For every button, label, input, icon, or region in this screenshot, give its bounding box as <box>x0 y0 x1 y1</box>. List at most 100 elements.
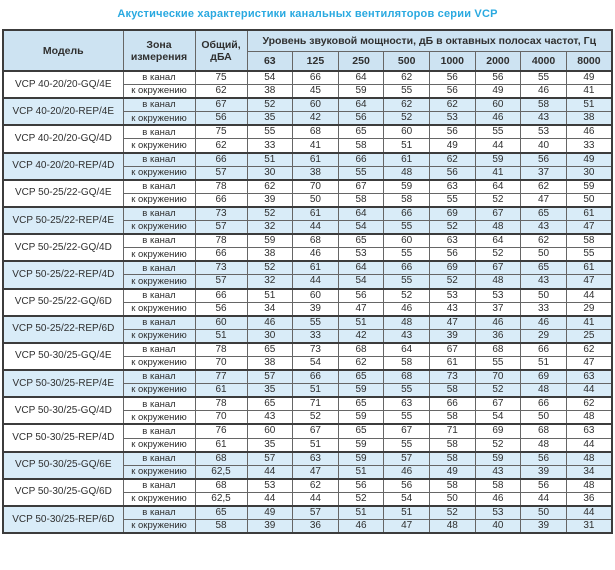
sound-level-cell: 33 <box>520 301 567 317</box>
sound-level-cell: 55 <box>383 220 430 235</box>
sound-level-cell: 38 <box>246 84 294 99</box>
sound-level-cell: 43 <box>246 410 294 425</box>
sound-level-cell: 68 <box>474 341 522 357</box>
table-row: VCP 50-25/22-REP/6D в канал 60 46 55 51 48 47 46… <box>2 314 613 344</box>
sound-level-cell: 55 <box>383 274 430 289</box>
sound-level-cell: 52 <box>383 287 430 303</box>
table-row: к окружению 70 43 52 59 55 58 54 50 48 <box>3 410 613 425</box>
measurement-zone-cell: к окружению <box>122 301 196 317</box>
sound-level-cell: 46 <box>337 519 385 534</box>
sound-level-cell: 66 <box>292 369 339 385</box>
sound-level-cell: 48 <box>520 383 567 398</box>
sound-level-cell: 63 <box>429 233 476 249</box>
sound-level-cell: 71 <box>292 396 339 412</box>
total-dba-cell: 73 <box>194 260 248 276</box>
sound-level-cell: 52 <box>429 220 476 235</box>
total-dba-cell: 75 <box>194 70 248 86</box>
sound-level-cell: 68 <box>520 423 567 439</box>
sound-level-cell: 33 <box>565 138 613 154</box>
model-cell: VCP 50-30/25-GQ/6D <box>2 477 124 507</box>
sound-level-cell: 50 <box>520 247 567 262</box>
table-row: VCP 40-20/20-REP/4E в канал 67 52 60 64 62 62 60… <box>2 97 613 126</box>
sound-level-cell: 46 <box>474 314 522 330</box>
sound-level-cell: 42 <box>292 111 339 126</box>
sound-level-cell: 62 <box>565 396 613 412</box>
table-row: к окружению 57 32 44 54 55 52 48 43 47 <box>3 220 613 235</box>
sound-level-cell: 65 <box>246 341 294 357</box>
sound-level-cell: 48 <box>383 314 430 330</box>
sound-level-cell: 46 <box>520 314 567 330</box>
sound-level-cell: 52 <box>474 247 522 262</box>
table-header: Модель Зона измерения Общий, дБА Уровень… <box>2 29 613 72</box>
sound-level-cell: 58 <box>337 138 385 154</box>
sound-level-cell: 68 <box>383 369 430 385</box>
sound-level-cell: 58 <box>429 437 476 453</box>
sound-level-cell: 58 <box>520 97 567 113</box>
table-row: VCP 50-25/22-GQ/4D в канал 78 59 68 65 60 63 64 6… <box>2 233 613 262</box>
col-header-spl-title: Уровень звуковой мощности, дБ в октавных… <box>246 29 613 52</box>
sound-level-cell: 47 <box>292 464 339 480</box>
sound-level-cell: 43 <box>520 111 567 126</box>
sound-level-cell: 53 <box>429 111 476 126</box>
sound-level-cell: 69 <box>520 369 567 385</box>
sound-level-cell: 58 <box>429 450 476 466</box>
sound-level-cell: 58 <box>383 355 430 371</box>
measurement-zone-cell: к окружению <box>122 437 196 453</box>
sound-level-cell: 46 <box>474 111 522 126</box>
model-cell: VCP 50-30/25-REP/4E <box>2 369 124 398</box>
total-dba-cell: 76 <box>194 423 248 439</box>
total-dba-cell: 78 <box>194 178 248 194</box>
sound-level-cell: 39 <box>520 464 567 480</box>
sound-level-cell: 58 <box>383 192 430 208</box>
sound-level-cell: 39 <box>246 519 294 534</box>
sound-level-cell: 31 <box>565 519 613 534</box>
sound-level-cell: 38 <box>246 355 294 371</box>
sound-level-cell: 56 <box>383 477 430 493</box>
total-dba-cell: 58 <box>194 519 248 534</box>
sound-level-cell: 59 <box>474 151 522 167</box>
measurement-zone-cell: к окружению <box>122 274 196 289</box>
total-dba-cell: 70 <box>194 355 248 371</box>
sound-level-cell: 66 <box>337 151 385 167</box>
measurement-zone-cell: к окружению <box>122 220 196 235</box>
sound-level-cell: 61 <box>292 151 339 167</box>
table-row: к окружению 62,5 44 44 52 54 50 46 44 36 <box>3 491 613 507</box>
sound-level-cell: 53 <box>520 124 567 140</box>
sound-level-cell: 56 <box>337 111 385 126</box>
sound-level-cell: 66 <box>429 396 476 412</box>
sound-level-cell: 35 <box>246 383 294 398</box>
sound-level-cell: 59 <box>246 233 294 249</box>
sound-level-cell: 29 <box>520 328 567 344</box>
measurement-zone-cell: к окружению <box>122 328 196 344</box>
sound-level-cell: 36 <box>565 491 613 507</box>
sound-level-cell: 49 <box>474 84 522 99</box>
model-cell: VCP 50-25/22-GQ/4E <box>2 178 124 208</box>
sound-level-cell: 53 <box>474 287 522 303</box>
sound-level-cell: 36 <box>292 519 339 534</box>
sound-level-cell: 47 <box>565 355 613 371</box>
total-dba-cell: 70 <box>194 410 248 425</box>
sound-level-cell: 53 <box>337 247 385 262</box>
total-dba-cell: 65 <box>194 505 248 521</box>
sound-level-cell: 51 <box>337 464 385 480</box>
sound-level-cell: 52 <box>246 97 294 113</box>
sound-level-cell: 52 <box>474 383 522 398</box>
sound-level-cell: 73 <box>292 341 339 357</box>
sound-level-cell: 46 <box>520 84 567 99</box>
sound-level-cell: 25 <box>565 328 613 344</box>
sound-level-cell: 50 <box>565 192 613 208</box>
sound-level-cell: 51 <box>383 505 430 521</box>
sound-level-cell: 43 <box>429 301 476 317</box>
total-dba-cell: 68 <box>194 477 248 493</box>
total-dba-cell: 56 <box>194 301 248 317</box>
total-dba-cell: 61 <box>194 437 248 453</box>
table-row: VCP 50-25/22-REP/4E в канал 73 52 61 64 66 69 67… <box>2 205 613 235</box>
total-dba-cell: 77 <box>194 369 248 385</box>
measurement-zone-cell: в канал <box>122 423 196 439</box>
sound-level-cell: 54 <box>337 274 385 289</box>
table-row: VCP 50-30/25-GQ/4E в канал 78 65 73 68 64 67 68 6… <box>2 341 613 371</box>
table-row: к окружению 61 35 51 59 55 58 52 48 44 <box>3 437 613 453</box>
table-row: VCP 50-30/25-GQ/4D в канал 78 65 71 65 63 66 67 6… <box>2 396 613 425</box>
sound-level-cell: 48 <box>565 477 613 493</box>
table-body: VCP 40-20/20-GQ/4E в канал 75 54 66 64 62 56 56 5… <box>2 69 613 534</box>
